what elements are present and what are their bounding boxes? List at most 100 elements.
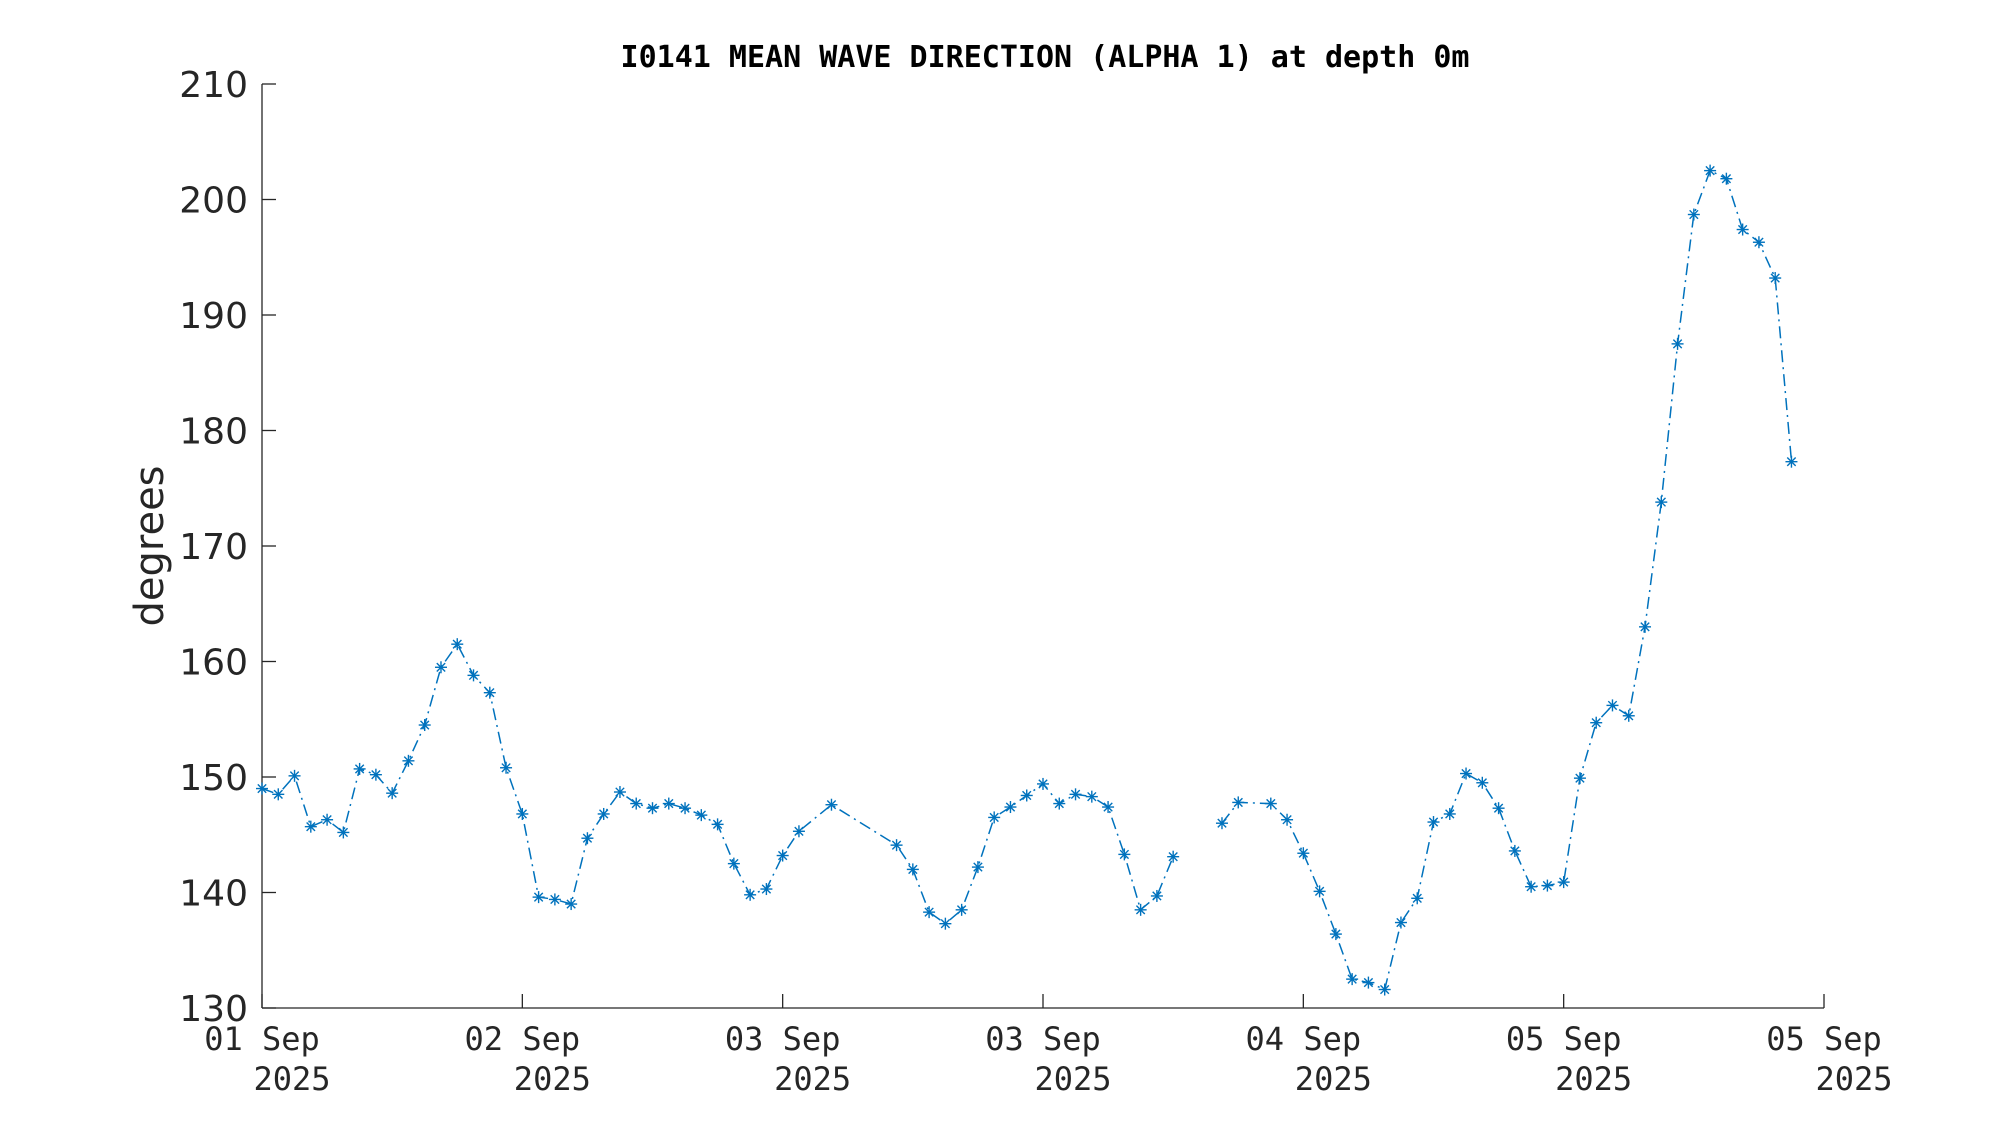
- data-point: [825, 798, 838, 811]
- data-point: [1004, 801, 1017, 814]
- data-point: [369, 768, 382, 781]
- data-point: [744, 888, 757, 901]
- data-point: [272, 788, 285, 801]
- data-point: [679, 802, 692, 815]
- data-point: [923, 906, 936, 919]
- axes: [261, 84, 1824, 1009]
- x-tick-label: 05 Sep: [1766, 1020, 1882, 1058]
- data-point: [1150, 889, 1163, 902]
- data-point: [1378, 983, 1391, 996]
- y-axis-ticks: 130 140 150 160 170 180 190 200 210: [179, 65, 276, 1030]
- data-point: [483, 686, 496, 699]
- data-point: [1232, 796, 1245, 809]
- data-point: [1639, 620, 1652, 633]
- data-point: [1281, 813, 1294, 826]
- x-tick-label-year: 2025: [514, 1060, 591, 1098]
- data-point: [662, 797, 675, 810]
- y-tick-label: 160: [179, 643, 248, 684]
- data-point: [727, 857, 740, 870]
- y-tick-label: 150: [179, 758, 248, 799]
- x-tick-label: 03 Sep: [985, 1020, 1101, 1058]
- data-point: [1785, 455, 1798, 468]
- data-point: [1557, 876, 1570, 889]
- data-point: [1313, 885, 1326, 898]
- data-point: [353, 762, 366, 775]
- data-point: [256, 782, 268, 795]
- data-point: [1297, 847, 1310, 860]
- x-tick-label-year: 2025: [1295, 1060, 1372, 1098]
- data-point: [434, 661, 447, 674]
- data-point: [581, 832, 594, 845]
- data-point: [1720, 172, 1733, 185]
- x-tick-label-year: 2025: [1555, 1060, 1632, 1098]
- data-point: [1134, 903, 1147, 916]
- series-line: [261, 169, 1793, 991]
- data-point: [1362, 976, 1375, 989]
- data-point: [1167, 850, 1180, 863]
- data-point: [890, 839, 903, 852]
- x-tick-label-year: 2025: [253, 1060, 330, 1098]
- data-point: [1053, 797, 1066, 810]
- y-tick-label: 200: [179, 181, 248, 222]
- data-point: [1769, 272, 1782, 285]
- data-point: [451, 638, 464, 651]
- data-point: [1573, 772, 1586, 785]
- x-tick-label: 03 Sep: [725, 1020, 841, 1058]
- data-point: [1427, 816, 1440, 829]
- data-point: [1541, 879, 1554, 892]
- data-point: [418, 719, 431, 732]
- data-point: [695, 809, 708, 822]
- data-point: [1655, 496, 1668, 509]
- data-point: [1606, 699, 1619, 712]
- data-point: [1346, 973, 1359, 986]
- data-point: [402, 754, 415, 767]
- data-point: [1443, 807, 1456, 820]
- x-tick-label-year: 2025: [774, 1060, 851, 1098]
- data-point: [467, 669, 480, 682]
- data-point: [1085, 790, 1098, 803]
- data-point: [906, 863, 919, 876]
- x-tick-label-year: 2025: [1815, 1060, 1892, 1098]
- data-point: [1329, 928, 1342, 941]
- data-point: [532, 891, 545, 904]
- data-point: [988, 811, 1001, 824]
- data-point: [321, 813, 334, 826]
- data-point: [1037, 777, 1049, 790]
- x-tick-label: 04 Sep: [1246, 1020, 1362, 1058]
- data-point: [776, 849, 789, 862]
- data-point: [1215, 817, 1228, 830]
- data-point: [1736, 223, 1749, 236]
- y-tick-label: 210: [179, 65, 248, 106]
- x-tick-label-year: 2025: [1034, 1060, 1111, 1098]
- data-point: [1525, 880, 1538, 893]
- y-tick-label: 170: [179, 527, 248, 568]
- data-point: [288, 769, 301, 782]
- x-tick-label: 01 Sep: [204, 1020, 320, 1058]
- data-point: [1476, 776, 1489, 789]
- data-point: [1492, 802, 1505, 815]
- data-point: [1411, 892, 1424, 905]
- y-tick-label: 190: [179, 296, 248, 337]
- data-point: [1704, 164, 1717, 177]
- data-point: [613, 786, 626, 799]
- data-point: [304, 820, 317, 833]
- y-tick-label: 180: [179, 412, 248, 453]
- data-point: [1622, 709, 1635, 722]
- y-tick-label: 130: [179, 989, 248, 1030]
- data-point: [711, 818, 724, 831]
- data-point: [646, 802, 659, 815]
- data-point: [760, 883, 773, 896]
- data-point: [1069, 788, 1082, 801]
- data-point: [1671, 337, 1684, 350]
- data-point: [1508, 844, 1521, 857]
- data-point: [1590, 716, 1603, 729]
- data-point: [1264, 797, 1277, 810]
- data-point: [1020, 789, 1033, 802]
- data-point: [565, 898, 578, 911]
- y-tick-label: 140: [179, 874, 248, 915]
- data-point: [337, 826, 350, 839]
- data-point: [1118, 848, 1131, 861]
- data-point: [939, 917, 952, 930]
